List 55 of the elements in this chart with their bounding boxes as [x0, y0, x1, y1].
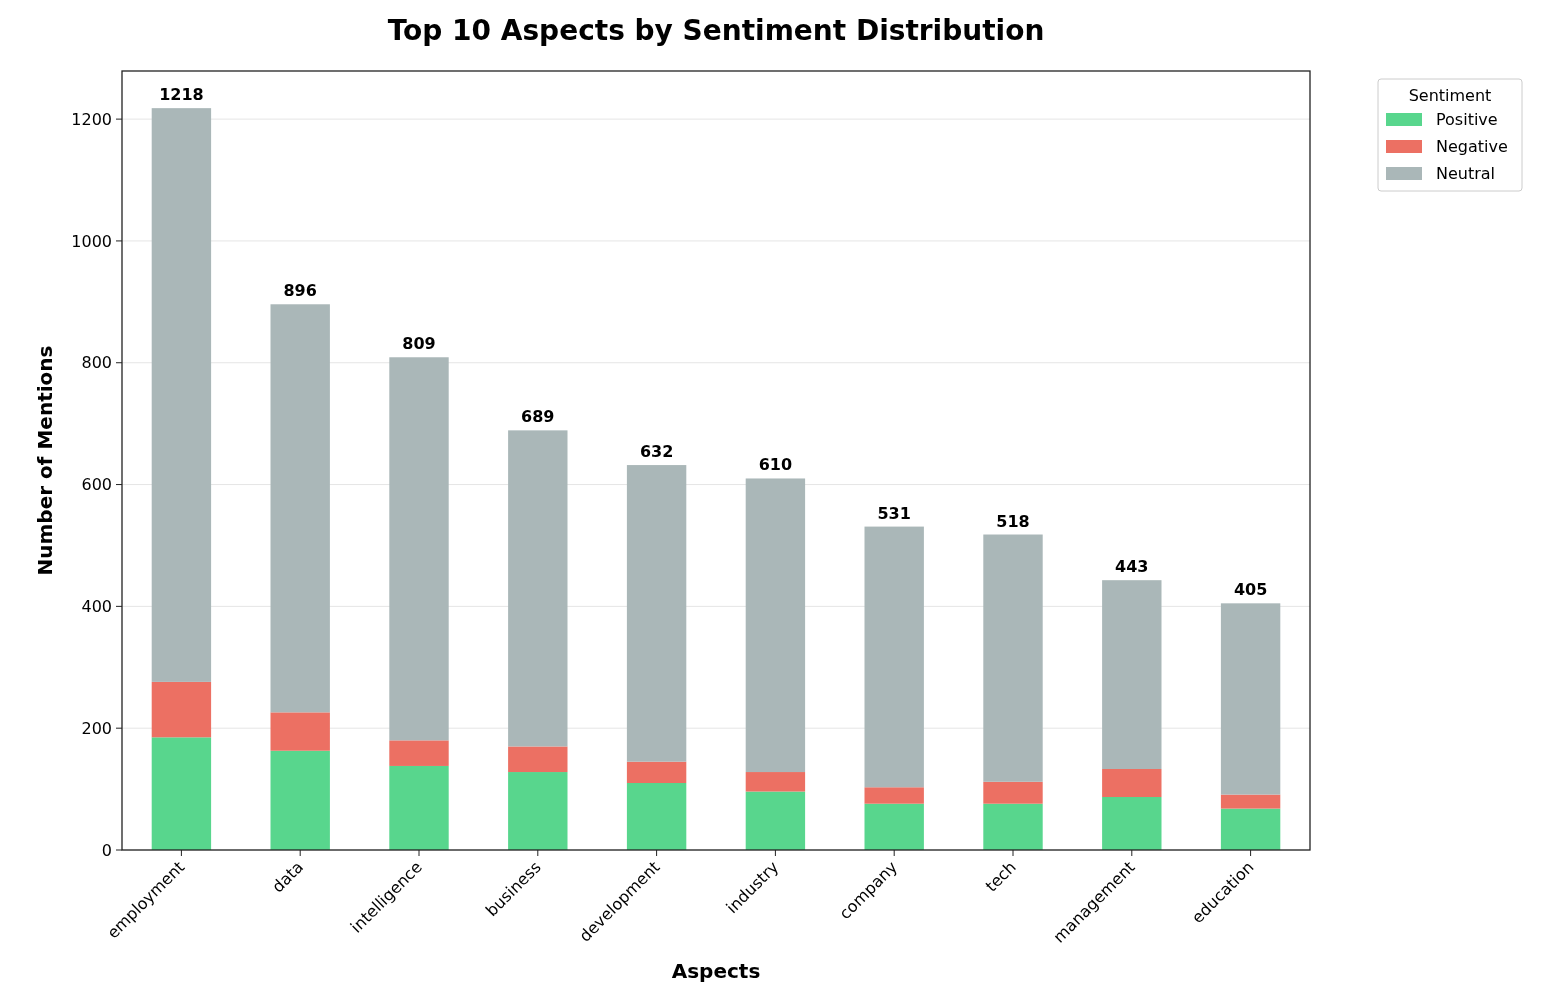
bar: [1102, 797, 1162, 850]
bar: [983, 803, 1043, 850]
legend-label: Positive: [1436, 110, 1498, 129]
bar: [864, 787, 924, 804]
bar: [389, 765, 449, 850]
y-tick-label: 600: [81, 475, 112, 495]
bar: [389, 357, 449, 741]
y-tick-label: 1000: [71, 231, 112, 251]
legend-title: Sentiment: [1408, 86, 1492, 105]
y-tick-label: 200: [81, 718, 112, 738]
bar: [983, 534, 1043, 782]
x-tick-label: tech: [981, 857, 1020, 896]
y-tick-label: 800: [81, 353, 112, 373]
bar: [151, 108, 212, 682]
total-label: 689: [521, 407, 555, 427]
legend-label: Neutral: [1436, 164, 1496, 183]
bar: [864, 803, 924, 850]
bar: [508, 430, 568, 747]
total-label: 443: [1115, 557, 1149, 577]
bar: [508, 746, 568, 773]
y-tick-label: 0: [101, 840, 112, 860]
bar: [508, 772, 568, 850]
bar: [270, 712, 330, 751]
bar: [745, 478, 806, 773]
total-label: 610: [758, 455, 793, 475]
y-axis-title: Number of Mentions: [33, 345, 57, 576]
bar: [270, 304, 330, 713]
bar: [270, 750, 330, 850]
bar: [864, 526, 924, 788]
bar: [389, 740, 449, 766]
total-label: 896: [283, 281, 317, 301]
bar: [1220, 794, 1281, 809]
bar: [983, 781, 1043, 804]
bar: [1102, 768, 1162, 798]
bar: [1102, 580, 1162, 769]
chart-title: Top 10 Aspects by Sentiment Distribution: [387, 14, 1045, 47]
legend-label: Negative: [1436, 137, 1508, 156]
total-label: 518: [996, 511, 1030, 531]
total-label: 809: [402, 334, 436, 354]
total-label: 405: [1233, 580, 1268, 600]
y-tick-label: 400: [81, 596, 112, 616]
x-axis-title: Aspects: [671, 959, 761, 983]
bar: [745, 791, 806, 850]
bar: [626, 761, 687, 783]
y-tick-label: 1200: [71, 109, 112, 129]
bar: [151, 737, 212, 850]
bar: [745, 772, 806, 792]
bar: [1220, 603, 1281, 795]
bar: [151, 681, 212, 738]
bar: [1220, 808, 1281, 850]
bar: [626, 465, 687, 762]
total-label: 1218: [159, 85, 204, 105]
total-label: 531: [877, 503, 911, 523]
total-label: 632: [639, 442, 674, 462]
bar: [626, 783, 687, 850]
